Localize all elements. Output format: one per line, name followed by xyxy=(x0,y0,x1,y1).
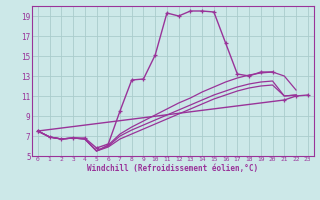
X-axis label: Windchill (Refroidissement éolien,°C): Windchill (Refroidissement éolien,°C) xyxy=(87,164,258,173)
